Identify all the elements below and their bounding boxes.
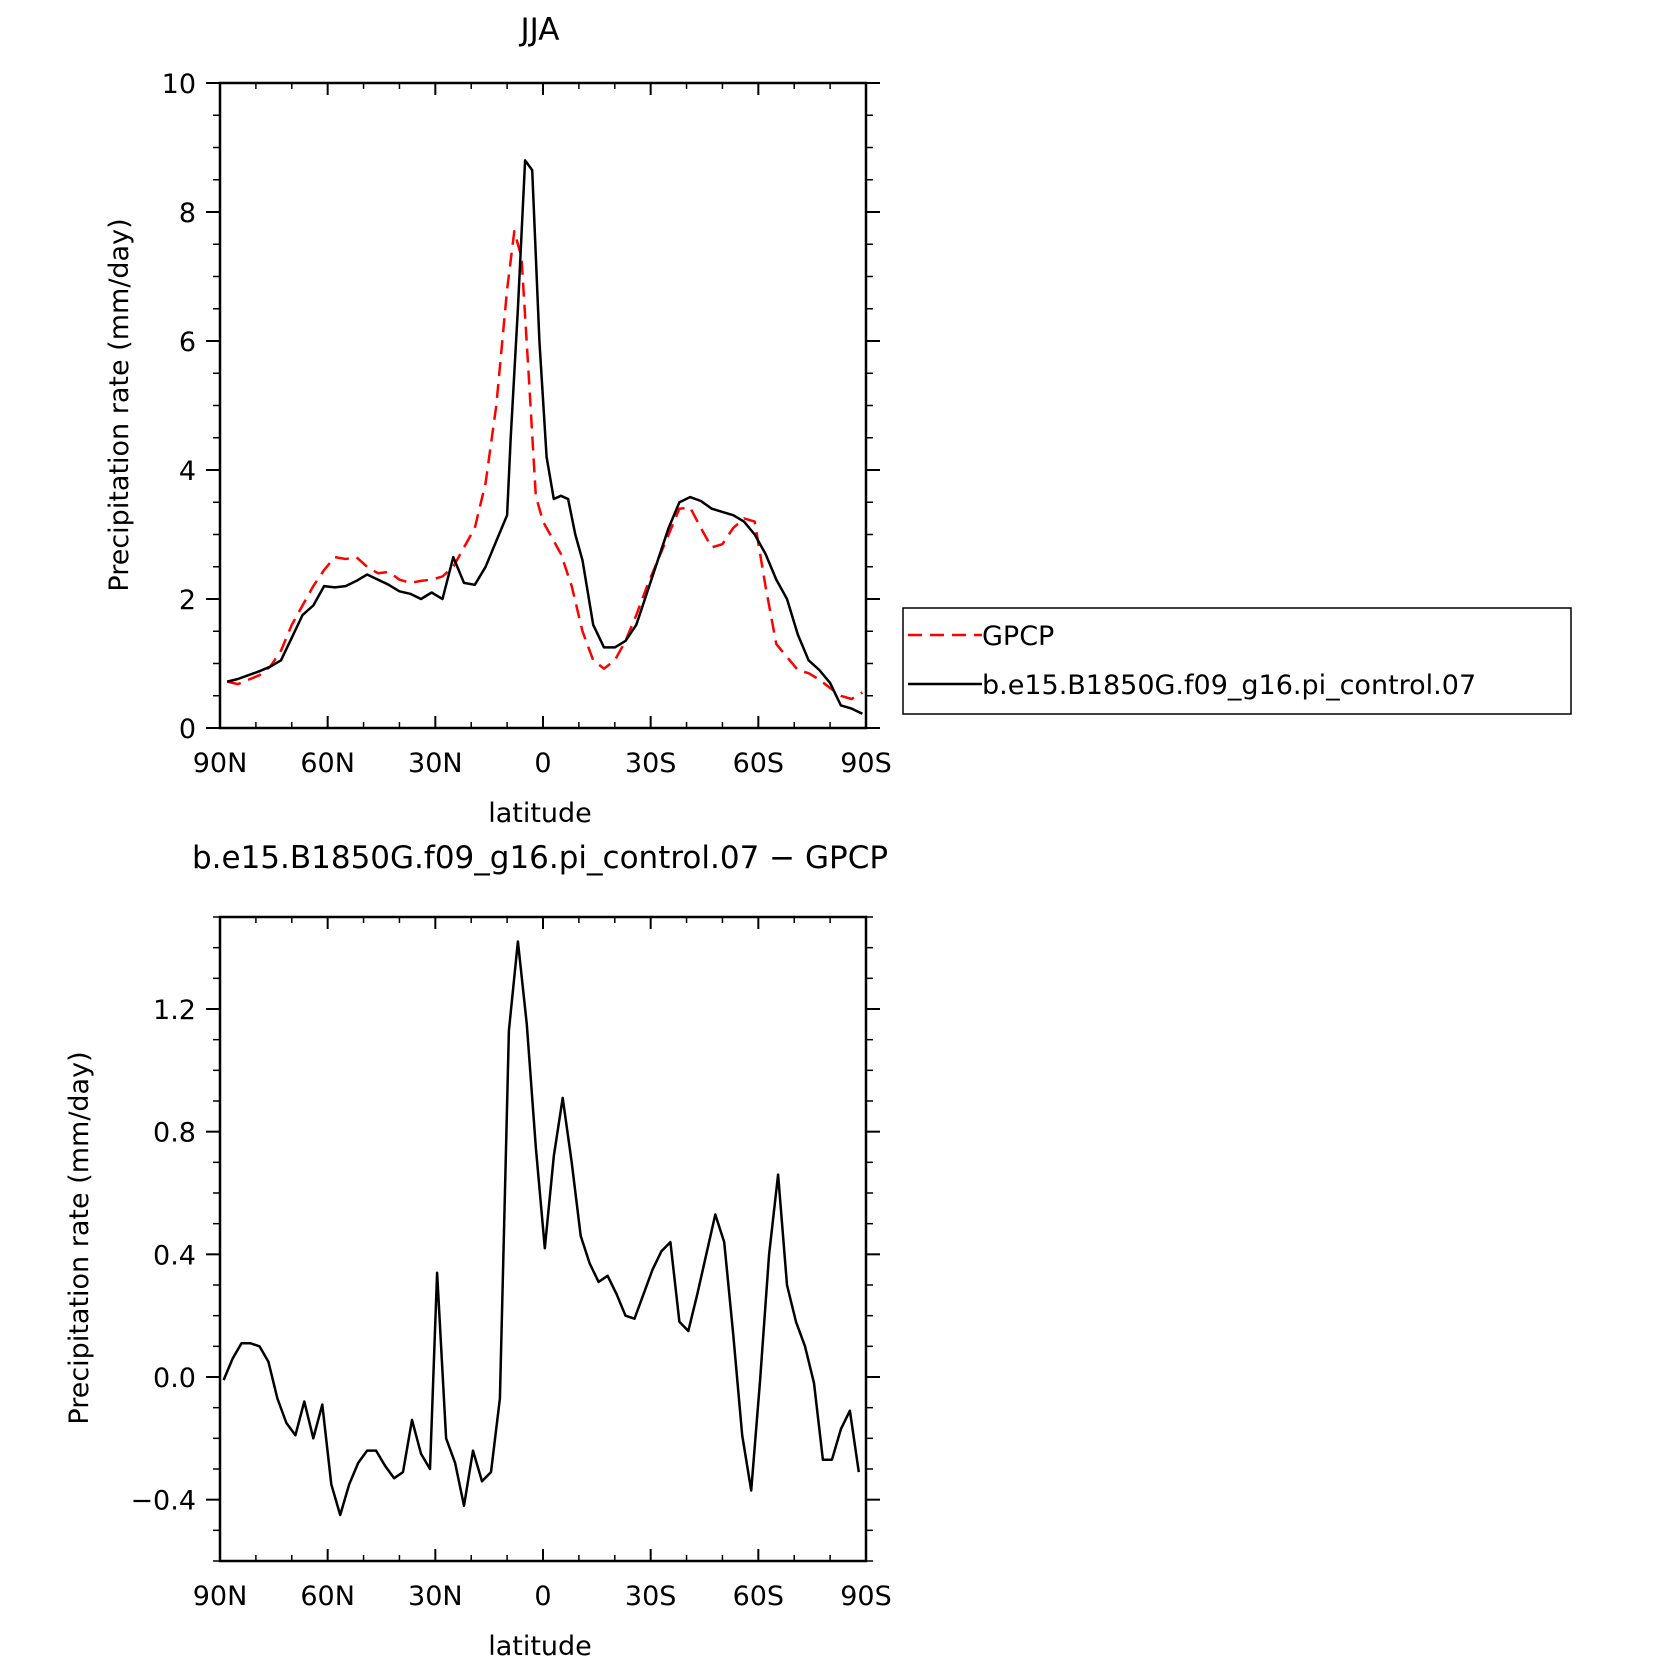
y-tick-label: 0.0 xyxy=(153,1363,196,1394)
series-line-difference xyxy=(222,940,861,1517)
x-tick-label: 0 xyxy=(534,1581,551,1612)
x-tick-label: 30S xyxy=(625,748,677,779)
y-tick-label: 1.2 xyxy=(153,995,196,1026)
chart-axes-group: 90N 60N 30N 0 30S 60S 90S 0 2 4 6 8 10 xyxy=(162,69,892,779)
y-tick-label: 2 xyxy=(179,585,196,616)
legend: GPCP b.e15.B1850G.f09_g16.pi_control.07 xyxy=(902,607,1572,715)
y-tick-label: 10 xyxy=(162,69,196,100)
y-axis-title: Precipitation rate (mm/day) xyxy=(64,1051,95,1424)
y-tick-label: 4 xyxy=(179,456,196,487)
x-tick-label: 60N xyxy=(300,1581,355,1612)
y-tick-label: 0 xyxy=(179,714,196,745)
x-tick-label: 60S xyxy=(733,1581,785,1612)
chart-axes-group: 90N 60N 30N 0 30S 60S 90S −0.4 0.0 0.4 0.8 1.2 xyxy=(130,915,892,1612)
y-tick-label: 0.4 xyxy=(153,1240,196,1271)
chart-series-group xyxy=(226,159,864,715)
y-tick-label: 8 xyxy=(179,198,196,229)
x-tick-label: 90S xyxy=(840,1581,892,1612)
y-tick-label: 6 xyxy=(179,327,196,358)
x-axis-title: latitude xyxy=(488,798,592,829)
chart-series-group xyxy=(222,940,861,1517)
legend-box xyxy=(902,607,1572,715)
y-tick-label: −0.4 xyxy=(130,1486,196,1517)
x-tick-label: 0 xyxy=(534,748,551,779)
chart-title-jja: JJA xyxy=(519,12,560,48)
x-tick-label: 30S xyxy=(625,1581,677,1612)
x-tick-label: 30N xyxy=(408,1581,463,1612)
y-axis-title: Precipitation rate (mm/day) xyxy=(104,218,135,591)
x-axis-title: latitude xyxy=(488,1631,592,1662)
x-tick-label: 60S xyxy=(733,748,785,779)
series-line-gpcp xyxy=(226,230,864,701)
x-tick-label: 60N xyxy=(300,748,355,779)
series-line-b-e15-b1850g-f09-g16-pi-control-07 xyxy=(226,159,863,715)
legend-label-gpcp: GPCP xyxy=(982,621,1054,652)
chart-title-difference: b.e15.B1850G.f09_g16.pi_control.07 − GPC… xyxy=(192,840,888,876)
legend-label-model: b.e15.B1850G.f09_g16.pi_control.07 xyxy=(982,670,1476,701)
x-tick-label: 90N xyxy=(193,748,248,779)
y-tick-label: 0.8 xyxy=(153,1118,196,1149)
difference-chart: b.e15.B1850G.f09_g16.pi_control.07 − GPC… xyxy=(64,840,892,1662)
x-tick-label: 90S xyxy=(840,748,892,779)
x-tick-label: 30N xyxy=(408,748,463,779)
x-tick-label: 90N xyxy=(193,1581,248,1612)
